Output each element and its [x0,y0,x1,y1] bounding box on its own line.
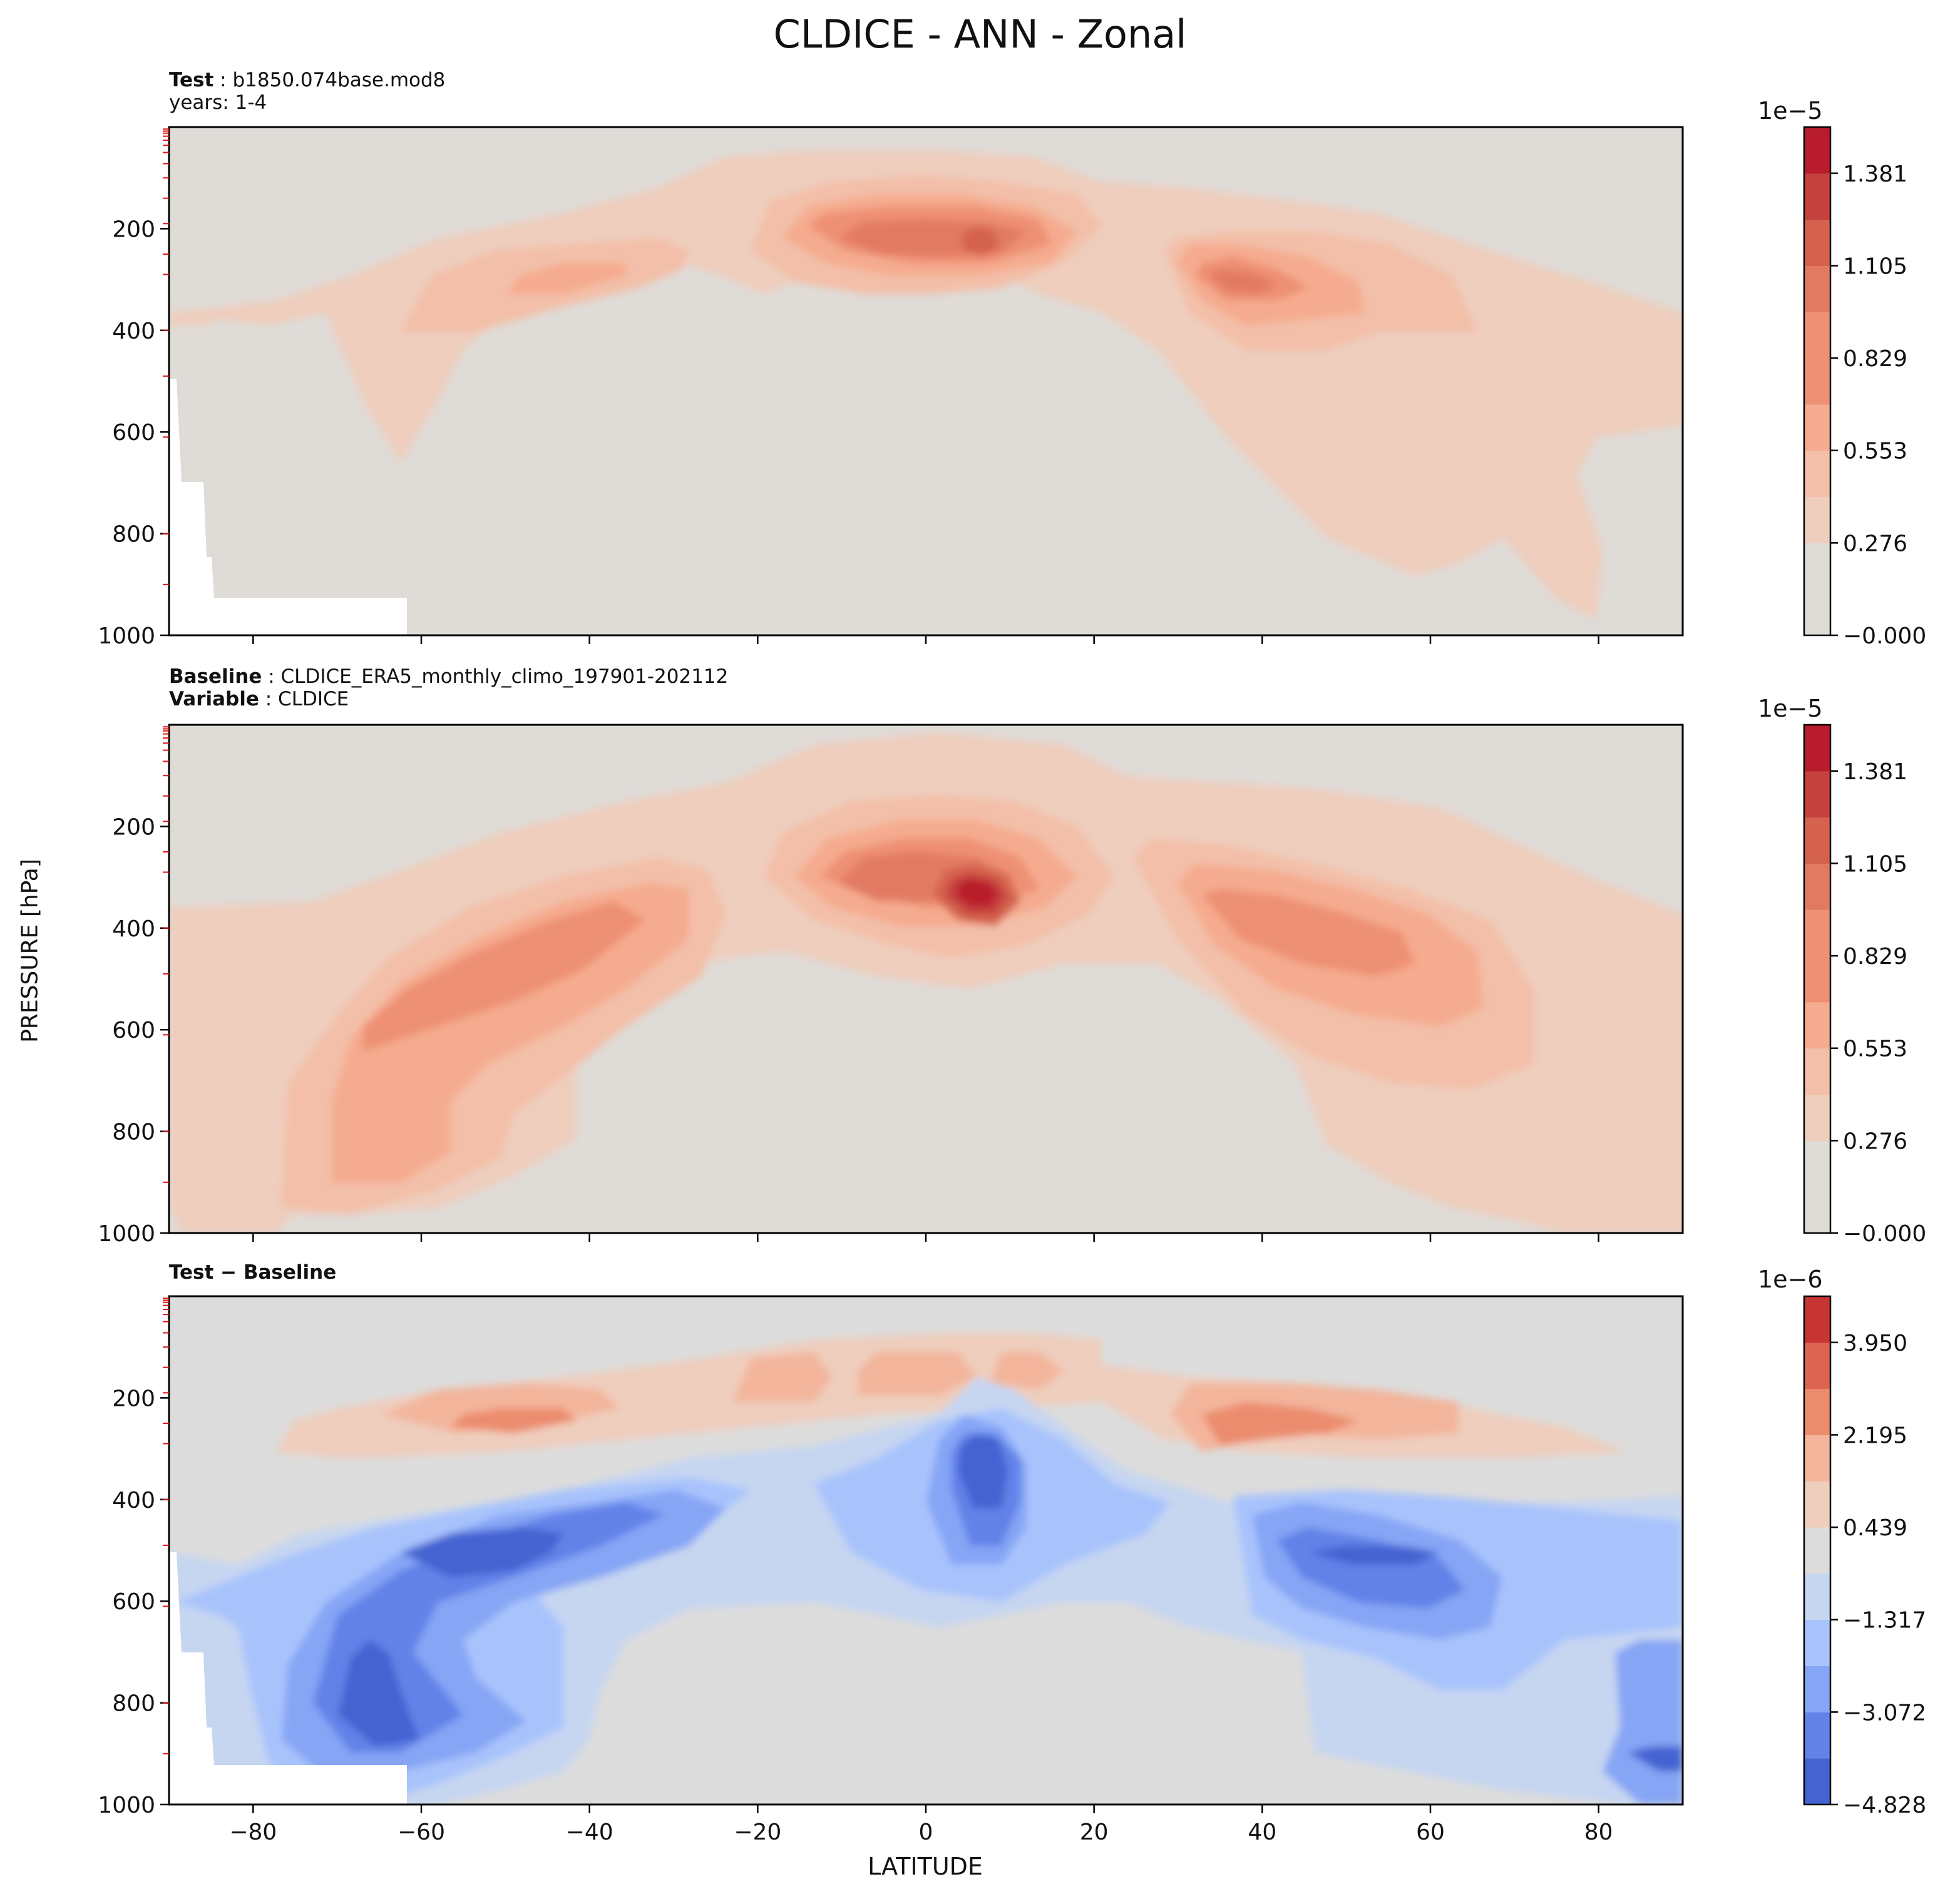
colorbar-band [1804,1140,1830,1187]
colorbar-tick-label: 0.439 [1843,1515,1907,1541]
colorbar-band [1804,956,1830,1003]
baseline-colorbar: −0.000 0.276 0.553 0.829 1.105 1.381 [1803,724,1926,1247]
diff-title-line: Test − Baseline [169,1261,337,1284]
colorbar-tick-label: 0.276 [1843,1129,1907,1154]
y-tick-label: 1000 [98,1221,155,1247]
test-case-line: Test : b1850.074base.mod8 [169,69,446,91]
baseline-axes: 200 400 600 800 1000 [98,726,1599,1247]
x-tick-label: 0 [919,1820,933,1845]
colorbar-band [1804,127,1830,174]
colorbar-tick-label: 1.381 [1843,759,1907,785]
colorbar-tick-label: 0.829 [1843,346,1907,372]
colorbar-tick-label: 3.950 [1843,1331,1907,1356]
colorbar-tick-label: −4.828 [1843,1793,1926,1818]
colorbar-band [1804,1388,1830,1435]
colorbar-band [1804,312,1830,359]
x-axis-label: LATITUDE [868,1853,983,1880]
colorbar-band [1804,1481,1830,1528]
colorbar-band [1804,863,1830,910]
y-tick-label: 800 [112,522,155,548]
colorbar-band [1804,358,1830,405]
y-tick-label: 200 [112,814,155,840]
x-tick-label: −20 [734,1820,781,1845]
colorbar-band [1804,1001,1830,1049]
diff-colorbar: −4.828 −3.072 −1.317 0.439 2.195 3.950 [1803,1295,1926,1818]
colorbar-band [1804,496,1830,543]
x-tick-label: 60 [1416,1820,1445,1845]
test-panel-header: Test : b1850.074base.mod8 years: 1-4 [169,69,445,114]
colorbar-tick-label: 0.553 [1843,1037,1907,1062]
y-tick-label: 400 [112,916,155,942]
colorbar-band [1804,219,1830,266]
x-tick-label: −60 [398,1820,445,1845]
diff-axes: −80 −60 −40 −20 0 20 40 60 80 200 400 600 800 1000 [98,1298,1613,1845]
diff-contour-field [169,1296,1683,1804]
colorbar-tick-label: 0.829 [1843,944,1907,970]
test-axes: 200 400 600 800 1000 [98,128,1599,649]
y-tick-label: 400 [112,319,155,344]
colorbar-band [1804,265,1830,312]
colorbar-band [1804,1619,1830,1667]
y-tick-label: 600 [112,420,155,446]
colorbar-band [1804,450,1830,498]
x-tick-label: 40 [1248,1820,1276,1845]
x-tick-label: −40 [566,1820,613,1845]
colorbar-tick-label: −0.000 [1843,623,1926,649]
variable-line: Variable : CLDICE [169,688,349,710]
colorbar-band [1804,543,1830,590]
colorbar-band [1804,1296,1830,1343]
y-tick-label: 400 [112,1488,155,1513]
colorbar-band [1804,817,1830,864]
y-tick-label: 600 [112,1018,155,1043]
y-tick-label: 200 [112,1386,155,1411]
y-tick-label: 200 [112,217,155,242]
diff-colorbar-exponent: 1e−6 [1758,1266,1823,1293]
x-tick-label: 80 [1584,1820,1613,1845]
colorbar-band [1804,1435,1830,1482]
colorbar-tick-label: −1.317 [1843,1608,1926,1634]
baseline-case-line: Baseline : CLDICE_ERA5_monthly_climo_197… [169,665,729,688]
colorbar-tick-label: −3.072 [1843,1700,1926,1726]
colorbar-band [1804,1048,1830,1095]
x-tick-label: −80 [229,1820,277,1845]
test-colorbar: −0.000 0.276 0.553 0.829 1.105 1.381 [1803,126,1926,649]
colorbar-band [1804,404,1830,451]
colorbar-band [1804,1666,1830,1712]
colorbar-tick-label: 1.105 [1843,253,1907,279]
baseline-panel-header: Baseline : CLDICE_ERA5_monthly_climo_197… [169,665,728,710]
colorbar-band [1804,725,1830,772]
colorbar-tick-label: 1.105 [1843,851,1907,877]
test-contour-field [169,127,1683,635]
colorbar-band [1804,589,1830,636]
colorbar-tick-label: 0.276 [1843,531,1907,556]
colorbar-band [1804,1094,1830,1141]
y-tick-label: 1000 [98,1793,155,1818]
baseline-colorbar-exponent: 1e−5 [1758,695,1823,722]
diff-panel-header: Test − Baseline [169,1261,336,1284]
colorbar-tick-label: 1.381 [1843,161,1907,187]
y-tick-label: 1000 [98,623,155,649]
x-tick-label: 20 [1080,1820,1109,1845]
test-colorbar-exponent: 1e−5 [1758,97,1823,125]
colorbar-tick-label: 2.195 [1843,1423,1907,1448]
colorbar-band [1804,1712,1830,1759]
colorbar-tick-label: −0.000 [1843,1221,1926,1247]
colorbar-tick-label: 0.553 [1843,439,1907,464]
colorbar-band [1804,1527,1830,1574]
colorbar-band [1804,173,1830,220]
colorbar-band [1804,909,1830,956]
y-tick-label: 600 [112,1589,155,1615]
y-tick-label: 800 [112,1691,155,1717]
test-years-line: years: 1-4 [169,91,267,114]
colorbar-band [1804,1342,1830,1390]
y-tick-label: 800 [112,1120,155,1145]
figure-title: CLDICE - ANN - Zonal [773,11,1187,57]
colorbar-band [1804,1187,1830,1234]
colorbar-band [1804,1758,1830,1805]
colorbar-band [1804,1573,1830,1620]
baseline-contour-field [169,725,1683,1233]
colorbar-band [1804,770,1830,818]
